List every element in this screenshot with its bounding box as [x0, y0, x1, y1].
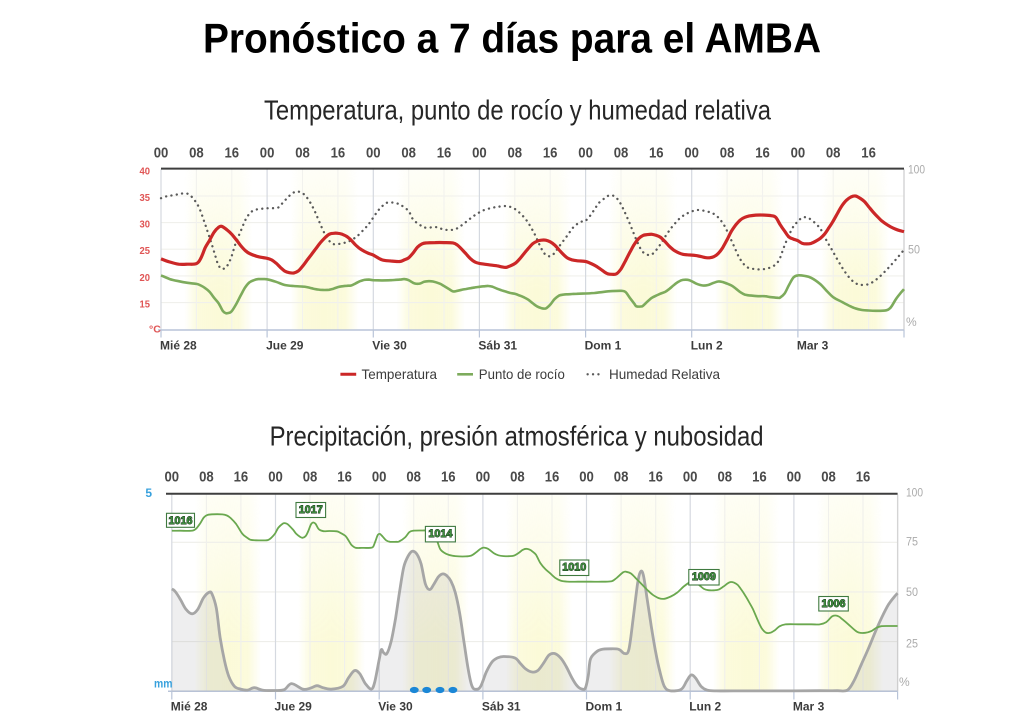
svg-text:%: % [906, 315, 917, 329]
svg-text:25: 25 [906, 637, 918, 651]
svg-text:08: 08 [510, 470, 525, 486]
svg-text:Temperatura, punto de rocío y: Temperatura, punto de rocío y humedad re… [264, 95, 771, 126]
svg-text:08: 08 [718, 470, 733, 486]
svg-text:08: 08 [401, 145, 416, 161]
svg-text:30: 30 [140, 219, 151, 231]
svg-text:5: 5 [145, 486, 152, 500]
svg-text:08: 08 [826, 145, 841, 161]
svg-text:Jue 29: Jue 29 [266, 339, 304, 353]
svg-text:08: 08 [295, 145, 310, 161]
svg-text:00: 00 [787, 470, 802, 486]
svg-text:25: 25 [140, 245, 151, 257]
svg-text:35: 35 [140, 192, 151, 204]
svg-text:Lun 2: Lun 2 [689, 699, 721, 713]
svg-text:Jue 29: Jue 29 [275, 699, 313, 713]
svg-text:100: 100 [908, 162, 925, 176]
svg-text:Mié 28: Mié 28 [160, 339, 197, 353]
svg-text:1006: 1006 [822, 598, 846, 610]
svg-text:08: 08 [821, 470, 836, 486]
svg-text:00: 00 [260, 145, 275, 161]
svg-text:00: 00 [578, 145, 593, 161]
svg-text:00: 00 [366, 145, 381, 161]
svg-text:16: 16 [648, 470, 663, 486]
svg-text:20: 20 [140, 272, 151, 284]
svg-text:Vie 30: Vie 30 [378, 699, 413, 713]
svg-text:15: 15 [140, 299, 151, 311]
svg-text:Sáb 31: Sáb 31 [482, 699, 521, 713]
svg-text:Dom 1: Dom 1 [585, 339, 622, 353]
svg-text:16: 16 [337, 470, 352, 486]
svg-text:08: 08 [406, 470, 421, 486]
svg-text:Mié 28: Mié 28 [171, 699, 208, 713]
svg-text:16: 16 [861, 145, 876, 161]
svg-text:Mar 3: Mar 3 [797, 339, 829, 353]
svg-text:00: 00 [268, 470, 283, 486]
svg-text:1009: 1009 [692, 571, 716, 583]
svg-text:°C: °C [149, 324, 161, 336]
svg-text:Sáb 31: Sáb 31 [478, 339, 517, 353]
svg-text:Temperatura: Temperatura [362, 366, 438, 382]
svg-text:00: 00 [684, 145, 699, 161]
svg-text:16: 16 [543, 145, 558, 161]
svg-text:00: 00 [791, 145, 806, 161]
svg-text:00: 00 [154, 145, 169, 161]
svg-text:1016: 1016 [169, 515, 193, 527]
svg-text:16: 16 [437, 145, 452, 161]
svg-text:00: 00 [683, 470, 698, 486]
svg-text:16: 16 [441, 470, 456, 486]
svg-text:00: 00 [476, 470, 491, 486]
svg-text:00: 00 [472, 145, 487, 161]
svg-text:1010: 1010 [562, 562, 586, 574]
svg-text:1014: 1014 [428, 528, 453, 540]
svg-text:50: 50 [908, 242, 920, 256]
svg-text:08: 08 [199, 470, 214, 486]
svg-text:08: 08 [720, 145, 735, 161]
svg-text:16: 16 [856, 470, 871, 486]
svg-text:16: 16 [331, 145, 346, 161]
svg-text:1017: 1017 [299, 504, 323, 516]
svg-text:75: 75 [906, 535, 918, 549]
svg-text:08: 08 [189, 145, 204, 161]
svg-text:Precipitación, presión atmosfé: Precipitación, presión atmosférica y nub… [270, 421, 764, 452]
svg-text:Dom 1: Dom 1 [586, 699, 623, 713]
svg-text:Humedad Relativa: Humedad Relativa [609, 366, 720, 382]
svg-text:00: 00 [165, 470, 180, 486]
svg-text:16: 16 [545, 470, 560, 486]
svg-text:Vie 30: Vie 30 [372, 339, 407, 353]
svg-text:Pronóstico a 7 días para el AM: Pronóstico a 7 días para el AMBA [203, 15, 821, 62]
svg-text:50: 50 [906, 585, 918, 599]
svg-text:40: 40 [140, 165, 151, 177]
svg-text:%: % [899, 675, 910, 689]
svg-text:Punto de rocío: Punto de rocío [479, 366, 565, 382]
svg-text:16: 16 [225, 145, 240, 161]
svg-text:00: 00 [372, 470, 387, 486]
svg-text:08: 08 [303, 470, 318, 486]
svg-text:00: 00 [579, 470, 594, 486]
svg-text:08: 08 [508, 145, 523, 161]
svg-text:100: 100 [906, 486, 923, 500]
svg-text:16: 16 [755, 145, 770, 161]
svg-text:mm: mm [154, 676, 173, 690]
svg-text:08: 08 [614, 145, 629, 161]
svg-text:16: 16 [234, 470, 249, 486]
svg-text:Lun 2: Lun 2 [691, 339, 723, 353]
svg-text:08: 08 [614, 470, 629, 486]
svg-text:16: 16 [649, 145, 664, 161]
svg-text:16: 16 [752, 470, 767, 486]
svg-text:Mar 3: Mar 3 [793, 699, 825, 713]
